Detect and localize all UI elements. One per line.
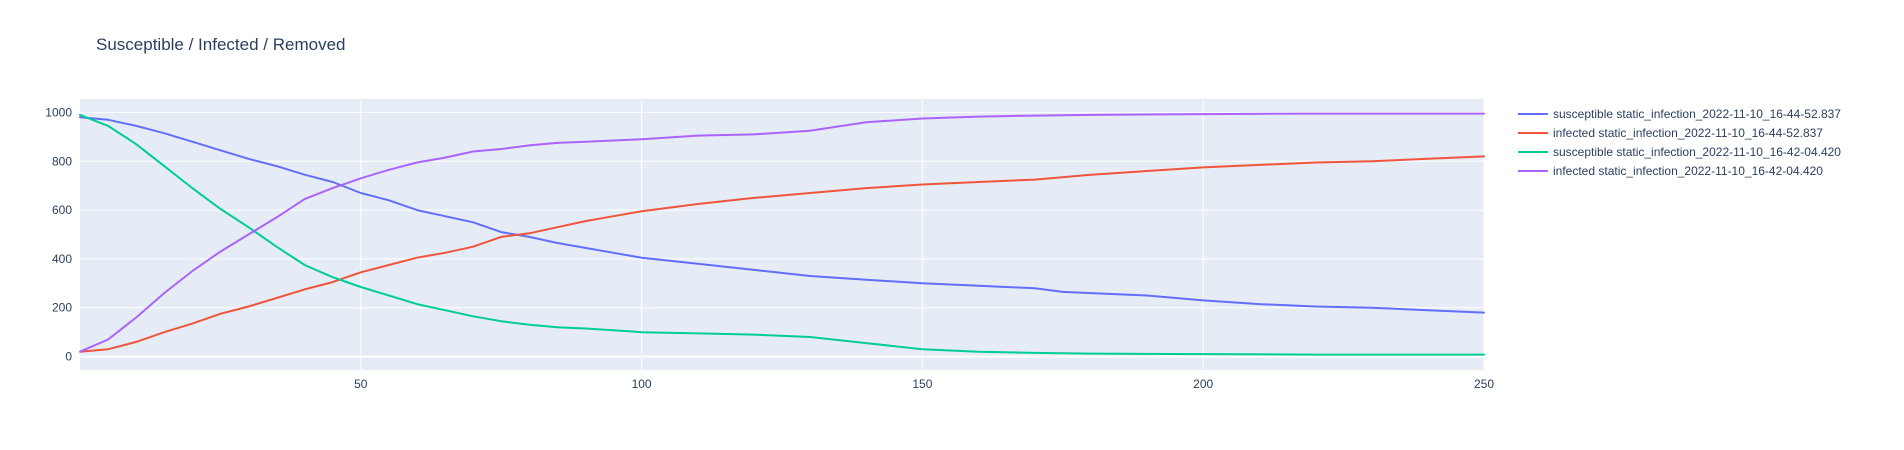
series-line-4[interactable] (79, 112, 1485, 353)
x-tick-label: 50 (354, 377, 368, 391)
legend-label: infected static_infection_2022-11-10_16-… (1553, 126, 1823, 140)
chart-title: Susceptible / Infected / Removed (96, 35, 345, 54)
y-tick-label: 0 (65, 350, 72, 364)
series-line-3[interactable] (79, 113, 1485, 356)
y-tick-label: 800 (52, 154, 72, 168)
series-lines (79, 112, 1485, 356)
series-line-2[interactable] (79, 155, 1485, 353)
x-tick-label: 200 (1193, 377, 1213, 391)
y-tick-label: 400 (52, 252, 72, 266)
gridlines (80, 99, 1485, 370)
x-axis: 50 100 150 200 250 (354, 377, 1494, 391)
legend-item[interactable]: infected static_infection_2022-11-10_16-… (1518, 164, 1823, 178)
legend-item[interactable]: susceptible static_infection_2022-11-10_… (1518, 145, 1841, 159)
legend[interactable]: susceptible static_infection_2022-11-10_… (1518, 107, 1841, 178)
x-tick-label: 150 (912, 377, 932, 391)
legend-label: susceptible static_infection_2022-11-10_… (1553, 145, 1841, 159)
x-tick-label: 100 (632, 377, 652, 391)
plot-area[interactable] (80, 99, 1484, 370)
series-line-1[interactable] (79, 116, 1485, 314)
y-tick-label: 200 (52, 301, 72, 315)
y-tick-label: 1000 (45, 105, 72, 119)
legend-label: infected static_infection_2022-11-10_16-… (1553, 164, 1823, 178)
legend-item[interactable]: susceptible static_infection_2022-11-10_… (1518, 107, 1841, 121)
x-tick-label: 250 (1474, 377, 1494, 391)
y-axis: 0 200 400 600 800 1000 (45, 105, 72, 363)
legend-item[interactable]: infected static_infection_2022-11-10_16-… (1518, 126, 1823, 140)
legend-label: susceptible static_infection_2022-11-10_… (1553, 107, 1841, 121)
y-tick-label: 600 (52, 203, 72, 217)
